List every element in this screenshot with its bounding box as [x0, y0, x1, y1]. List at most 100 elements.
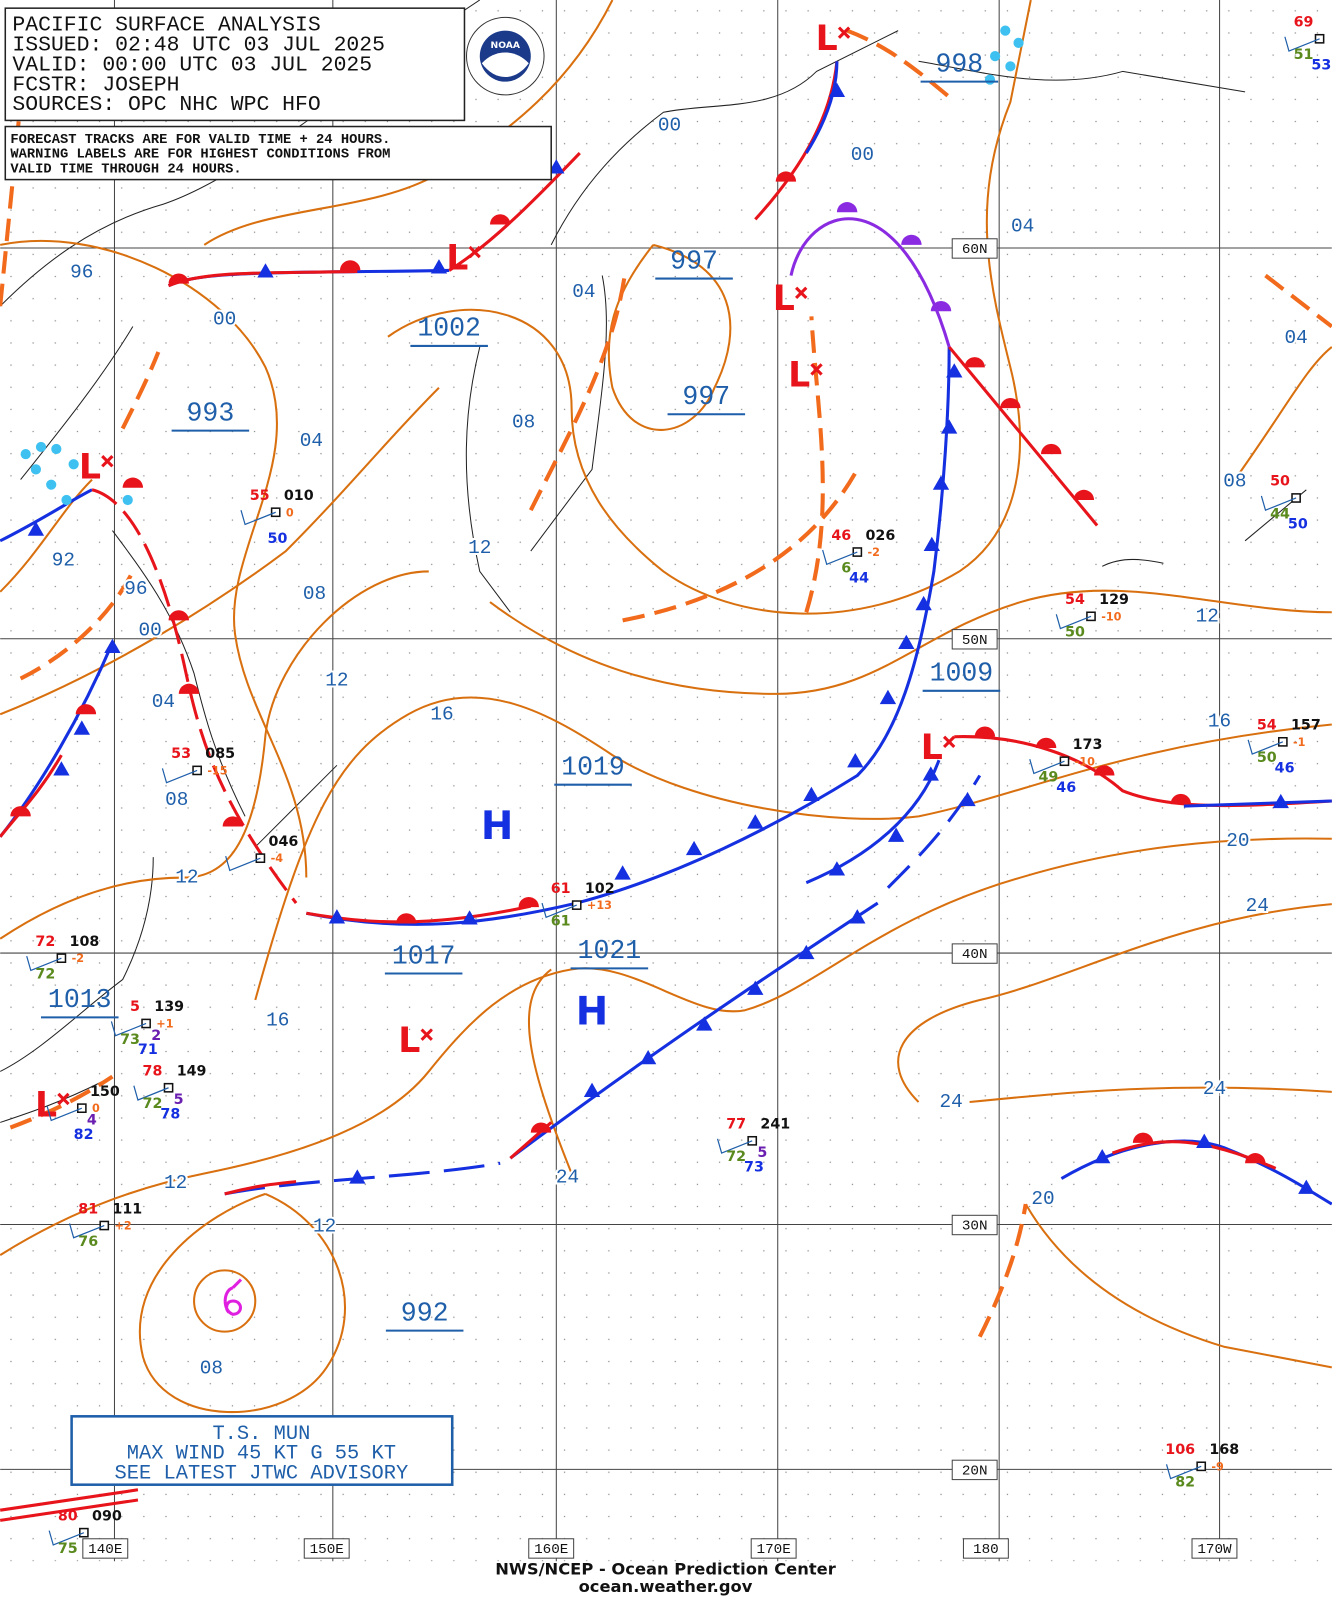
cold-front-triangle — [828, 82, 846, 97]
front-symbols — [10, 82, 1315, 1194]
storm-box-line: SEE LATEST JTWC ADVISORY — [115, 1463, 409, 1486]
grid-label: 20N — [962, 1463, 988, 1479]
isobar-label: 08 — [200, 1357, 223, 1379]
isobar-label: 24 — [940, 1091, 963, 1113]
low-x — [795, 286, 808, 300]
low-center: L — [446, 238, 468, 278]
storm-box-line: T.S. MUN — [212, 1423, 310, 1446]
station-temp: 69 — [1294, 15, 1314, 31]
grid-label: 170E — [757, 1542, 791, 1558]
station-dew: 72 — [143, 1096, 163, 1112]
station-change: 0 — [92, 1102, 100, 1115]
cold-front-triangle — [828, 861, 846, 876]
grid-label-box — [750, 1538, 797, 1559]
cold-front-triangle — [849, 909, 866, 924]
isobar-label: 04 — [1284, 327, 1307, 349]
warm-front-semicircle — [75, 704, 97, 715]
station-sea: 46 — [1275, 760, 1295, 776]
station-sea: 78 — [160, 1106, 180, 1122]
header-line: PACIFIC SURFACE ANALYSIS — [12, 14, 320, 38]
station-id: 026 — [865, 528, 895, 544]
station-dew: 49 — [1038, 770, 1058, 786]
isobar-label: 00 — [658, 115, 681, 137]
storm-box-line: MAX WIND 45 KT G 55 KT — [127, 1443, 396, 1466]
low-center: L — [398, 1021, 420, 1061]
cold-front-triangle — [27, 521, 45, 536]
cold-front-triangle — [1094, 1148, 1111, 1164]
station-temp: 77 — [726, 1117, 746, 1133]
warm-front-semicircle — [1132, 1132, 1154, 1143]
wind-barb — [133, 1085, 169, 1101]
station-extra: 4 — [87, 1112, 97, 1128]
cold-front-triangle — [898, 634, 915, 649]
warm-front-semicircle — [1094, 765, 1115, 776]
warm-front-semicircle — [222, 816, 244, 827]
high-center: H — [576, 989, 608, 1034]
station-extra: 5 — [757, 1145, 767, 1161]
station-temp: 61 — [551, 881, 571, 897]
header-line: VALID: 00:00 UTC 03 JUL 2025 — [12, 53, 372, 77]
wind-barb — [1029, 759, 1065, 775]
isobar-label: 04 — [300, 430, 323, 452]
grid-label: 160E — [534, 1542, 568, 1558]
low-center: L — [921, 728, 943, 768]
central-pressure: 1021 — [578, 936, 642, 966]
station-change: +1 — [156, 1018, 173, 1031]
grid-label-box — [951, 943, 998, 964]
isobar-label: 08 — [303, 583, 326, 605]
station-symbol — [1291, 493, 1301, 503]
occluded-symbol — [930, 301, 952, 312]
header-line: FCSTR: JOSEPH — [12, 73, 179, 97]
station-temp: 50 — [1270, 474, 1290, 490]
station-symbol — [270, 507, 281, 518]
cold-front-triangle — [932, 475, 950, 490]
station-id: 241 — [760, 1117, 790, 1133]
isobar-label: 16 — [266, 1010, 289, 1032]
central-pressure: 1002 — [417, 314, 481, 344]
low-center: L — [35, 1085, 57, 1125]
cold-front-triangle — [941, 419, 958, 434]
station-id: 046 — [269, 834, 299, 850]
cold-front-triangle — [548, 159, 565, 174]
grid-label-box — [1191, 1538, 1238, 1559]
wind-barb — [161, 768, 198, 784]
wind-barb — [1165, 1464, 1202, 1480]
cold-front-triangle — [583, 1082, 601, 1097]
station-id: 129 — [1099, 592, 1129, 608]
cold-front-triangle — [1196, 1133, 1213, 1148]
notice-line: VALID TIME THROUGH 24 HOURS. — [10, 162, 241, 177]
cold-front-triangle — [1298, 1179, 1315, 1194]
central-pressure: 1019 — [561, 752, 625, 782]
central-pressure: 993 — [187, 398, 235, 428]
notice-line: WARNING LABELS ARE FOR HIGHEST CONDITION… — [10, 148, 390, 163]
central-pressure: 1013 — [48, 985, 112, 1015]
warm-front-semicircle — [1073, 489, 1095, 500]
station-sea: 53 — [1311, 57, 1331, 73]
isobar-label: 00 — [139, 620, 162, 642]
cold-front-triangle — [847, 753, 864, 768]
warm-front-semicircle — [168, 610, 189, 621]
station-id: 111 — [112, 1201, 142, 1217]
station-temp: 80 — [58, 1508, 78, 1524]
cold-front-triangle — [73, 720, 90, 735]
cold-front-triangle — [257, 263, 274, 278]
station-temp: 55 — [250, 488, 270, 504]
wind-barb — [1260, 495, 1297, 512]
grid-label: 50N — [962, 633, 988, 649]
wind-barb — [716, 1138, 753, 1154]
low-center: L — [773, 279, 795, 319]
isobar-label: 24 — [1246, 895, 1269, 917]
cold-front-triangle — [887, 827, 905, 842]
isobar-label: 16 — [1208, 711, 1231, 733]
low-center: L — [788, 356, 810, 396]
station-dew: 72 — [35, 967, 55, 983]
station-id: 108 — [70, 934, 100, 950]
cold-front-triangle — [639, 1050, 657, 1065]
low-x — [101, 455, 114, 468]
grid-label: 170W — [1197, 1542, 1232, 1558]
cold-front-triangle — [803, 786, 820, 802]
footer-line: ocean.weather.gov — [579, 1577, 753, 1596]
cold-front-triangle — [104, 638, 121, 654]
station-change: -10 — [1075, 755, 1095, 768]
station-extra: 2 — [151, 1028, 161, 1044]
